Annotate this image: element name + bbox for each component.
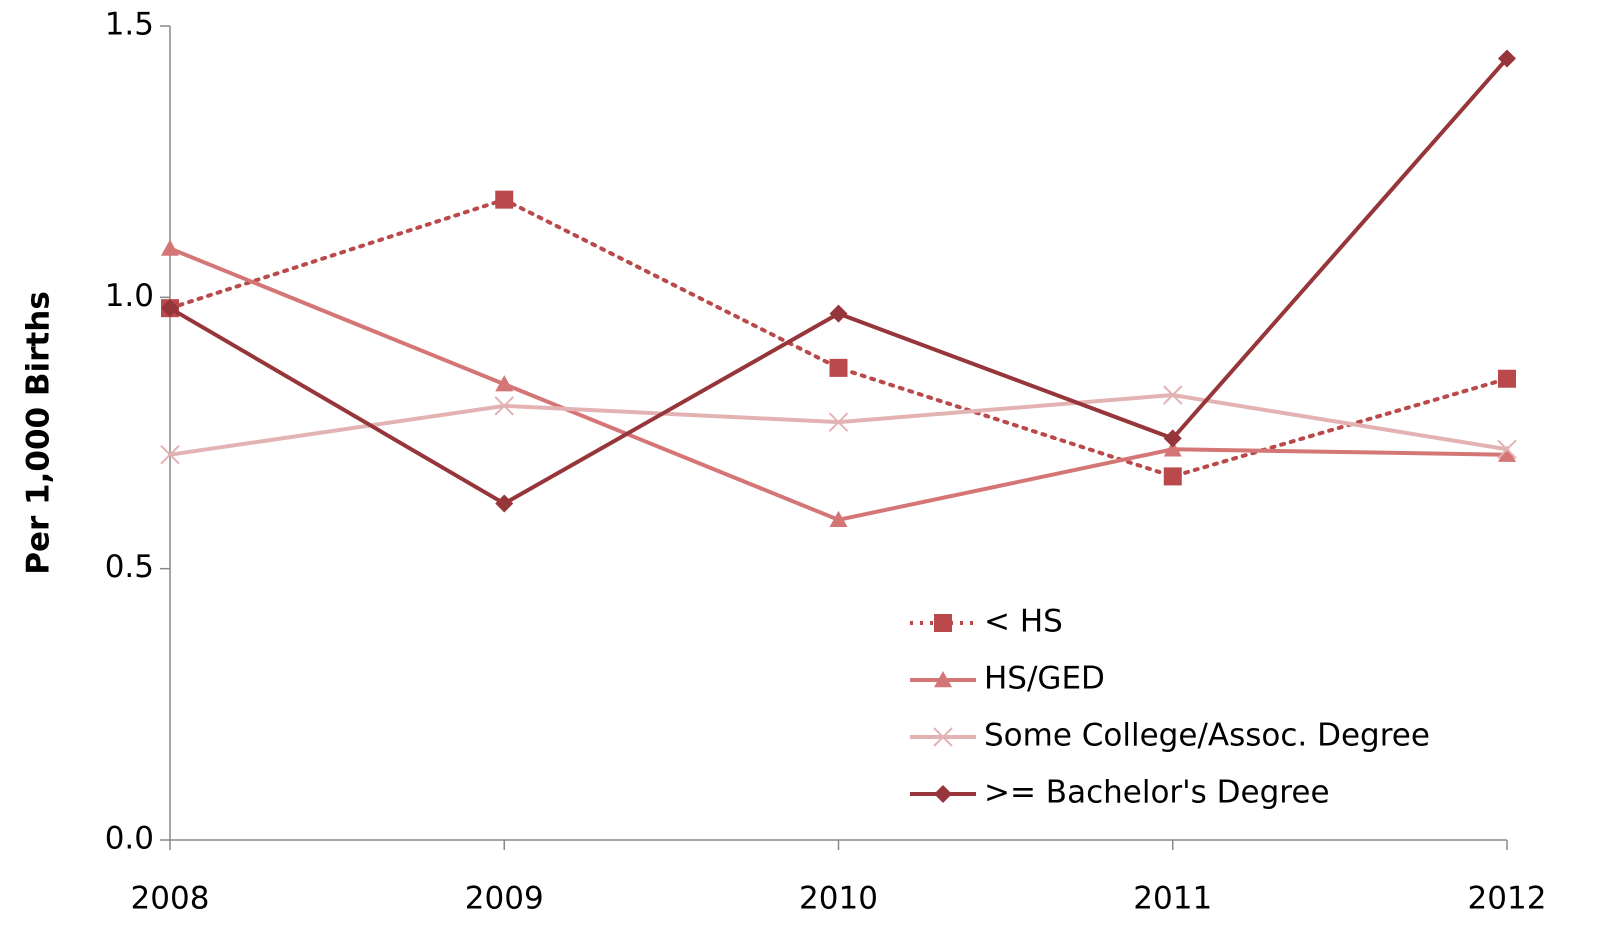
series-line: [168, 56, 1509, 506]
marker: [1163, 467, 1182, 486]
x-tick-label: 2009: [465, 881, 544, 917]
marker: [934, 785, 952, 803]
marker: [1498, 49, 1516, 68]
legend-label: >= Bachelor's Degree: [984, 775, 1330, 811]
x-tick-label: 2010: [799, 881, 878, 917]
y-axis-label: Per 1,000 Births: [21, 291, 57, 575]
marker: [828, 412, 849, 432]
marker: [934, 671, 952, 688]
marker: [161, 299, 179, 318]
y-tick-label: 0.0: [105, 821, 154, 857]
marker: [495, 190, 514, 209]
legend-label: Some College/Assoc. Degree: [984, 718, 1430, 754]
marker: [933, 727, 953, 747]
marker: [161, 239, 179, 256]
marker: [495, 494, 514, 513]
marker: [1498, 445, 1516, 462]
y-tick-label: 0.5: [105, 549, 154, 585]
x-tick-label: 2008: [131, 881, 210, 917]
legend-label: HS/GED: [984, 661, 1105, 697]
marker: [1497, 439, 1517, 459]
marker: [829, 358, 848, 377]
marker: [494, 396, 514, 416]
marker: [829, 304, 848, 323]
legend-label: < HS: [984, 604, 1063, 640]
marker: [1498, 369, 1516, 388]
marker: [1163, 440, 1182, 457]
y-tick-label: 1.0: [105, 278, 154, 314]
y-tick-label: 1.5: [105, 7, 154, 43]
marker: [1163, 385, 1183, 405]
marker: [1163, 429, 1182, 448]
marker: [934, 614, 952, 632]
x-tick-label: 2012: [1468, 881, 1547, 917]
marker: [495, 375, 514, 392]
marker: [160, 444, 180, 465]
series-line: [168, 197, 1509, 479]
marker: [829, 510, 848, 528]
x-tick-label: 2011: [1133, 881, 1212, 917]
